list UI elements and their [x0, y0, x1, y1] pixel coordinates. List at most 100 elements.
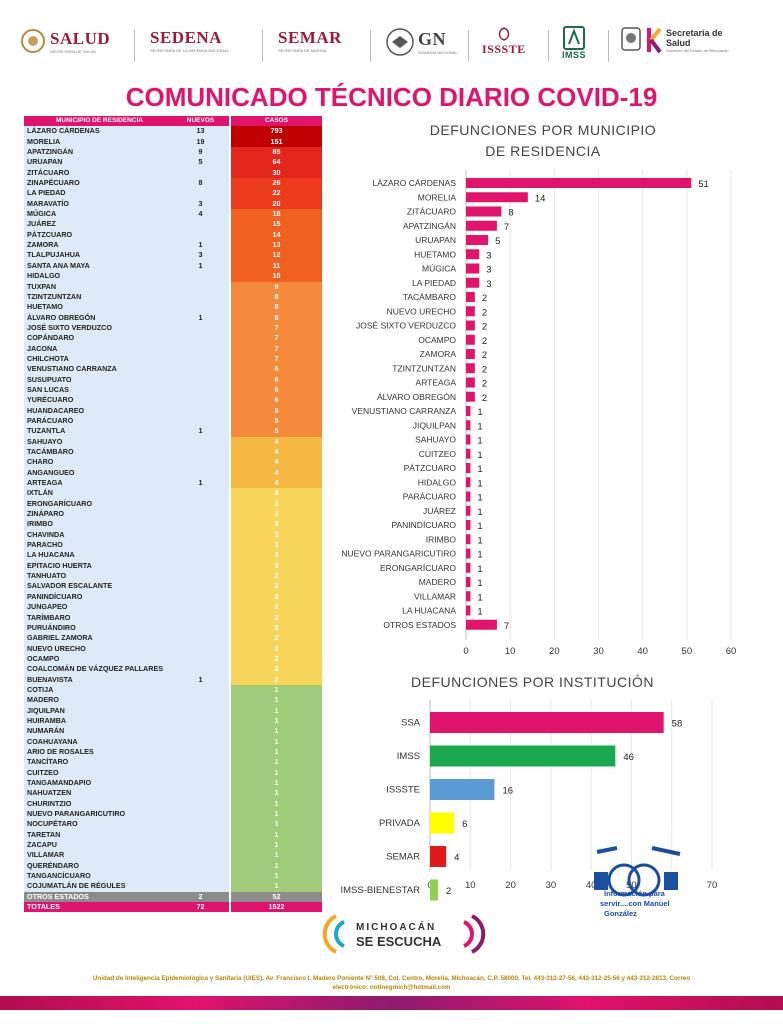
table-row: NOCUPÉTARO 1 [24, 819, 332, 830]
row-casos: 6 [231, 374, 322, 385]
row-municipio: URUAPAN [24, 157, 172, 168]
value-label: 7 [504, 621, 509, 632]
row-nuevos: 1 [172, 260, 229, 272]
row-casos: 2 [231, 581, 322, 592]
chart-title-institucion: DEFUNCIONES POR INSTITUCIÓN [411, 674, 654, 690]
category-label: PARÁCUARO [403, 492, 457, 502]
table-row: GABRIEL ZAMORA 2 [24, 633, 332, 644]
sedena-logo: SEDENA SECRETARÍA DE LA DEFENSA NACIONAL [150, 28, 229, 53]
row-casos: 2 [231, 591, 322, 603]
row-casos: 2 [231, 633, 322, 644]
row-casos: 3 [231, 519, 322, 530]
row-nuevos [172, 560, 229, 572]
row-nuevos [172, 302, 229, 313]
row-nuevos: 1 [172, 674, 229, 685]
category-label: IMSS-BIENESTAR [340, 885, 420, 896]
row-nuevos [172, 840, 229, 851]
row-municipio: OTROS ESTADOS [24, 891, 172, 903]
row-casos: 18 [231, 209, 322, 220]
row-casos: 11 [231, 260, 322, 272]
value-label: 1 [477, 450, 482, 461]
table-row: CHAVINDA 3 [24, 529, 332, 541]
value-label: 1 [477, 550, 482, 561]
row-nuevos [172, 715, 229, 727]
bar [466, 406, 471, 416]
row-municipio: CHILCHOTA [24, 353, 172, 365]
table-row-total: TOTALES 72 1522 [24, 902, 332, 913]
table-row: COTIJA 1 [24, 684, 332, 696]
table-header: MUNICIPIO DE RESIDENCIA NUEVOS CASOS [24, 116, 332, 127]
row-casos: 8 [231, 291, 322, 303]
logo-sub: GUARDIA NACIONAL [418, 50, 458, 55]
divider [548, 30, 549, 62]
row-municipio: NUEVO PARANGARICUTIRO [24, 809, 172, 820]
row-municipio: COALCOMÁN DE VÁZQUEZ PALLARES [24, 664, 172, 675]
table-row-other: OTROS ESTADOS 2 52 [24, 891, 332, 903]
brand-line1: MICHOACÁN [356, 920, 436, 933]
category-label: ERONGARÍCUARO [380, 563, 456, 573]
header-logos: SALUD SECRETARÍA DE SALUD SEDENA SECRETARÍ… [0, 0, 783, 80]
row-casos: 6 [231, 384, 322, 396]
row-nuevos [172, 219, 229, 230]
chart-title-line: DEFUNCIONES POR MUNICIPIO [429, 122, 657, 138]
row-nuevos [172, 860, 229, 872]
row-casos: 4 [231, 467, 322, 479]
table-row: ÁLVARO OBREGÓN 1 8 [24, 312, 332, 323]
row-municipio: TZINTZUNTZAN [24, 291, 172, 303]
row-casos: 4 [231, 478, 322, 489]
row-municipio: PARÁCUARO [24, 415, 172, 427]
row-nuevos: 5 [172, 157, 229, 168]
value-label: 1 [477, 578, 482, 589]
row-casos: 64 [231, 157, 322, 168]
row-municipio: APATZINGÁN [24, 147, 172, 158]
row-nuevos [172, 343, 229, 354]
category-label: MADERO [419, 577, 457, 587]
row-municipio: TLALPUJAHUA [24, 250, 172, 261]
bar [466, 363, 475, 374]
row-municipio: CHAVINDA [24, 529, 172, 541]
row-casos: 2 [231, 612, 322, 623]
row-casos: 30 [231, 167, 322, 179]
table-row: ZAMORA 1 13 [24, 240, 332, 251]
row-nuevos [172, 498, 229, 510]
row-municipio: COPÁNDARO [24, 333, 172, 344]
table-row: LÁZARO CÁRDENAS 13 793 [24, 126, 332, 137]
row-nuevos [172, 705, 229, 716]
table-row: HUETAMO 8 [24, 302, 332, 313]
row-municipio: BUENAVISTA [24, 674, 172, 685]
table-row: TLALPUJAHUA 3 12 [24, 250, 332, 261]
category-label: TZINTZUNTZAN [392, 363, 456, 373]
row-nuevos [172, 405, 229, 416]
row-municipio: PANINDÍCUARO [24, 591, 172, 603]
bar [466, 505, 471, 516]
table-row: COJUMATLÁN DE RÉGULES 1 [24, 881, 332, 892]
category-label: ZITÁCUARO [407, 207, 457, 217]
row-casos: 1 [231, 881, 322, 892]
row-municipio: NUMARÁN [24, 726, 172, 737]
value-label: 8 [508, 208, 513, 219]
table-row: TANGANCÍCUARO 1 [24, 871, 332, 882]
row-municipio: TARÍMBARO [24, 612, 172, 623]
table-row: PURUÁNDIRO 2 [24, 622, 332, 634]
row-nuevos: 4 [172, 209, 229, 220]
table-row: SAN LUCAS 6 [24, 384, 332, 396]
table-row: HIDALGO 10 [24, 271, 332, 282]
value-label: 3 [486, 265, 491, 276]
category-label: PRIVADA [379, 818, 421, 829]
table-row: PARACHO 3 [24, 540, 332, 551]
row-municipio: TANGAMANDAPIO [24, 778, 172, 789]
row-municipio: LA HUACANA [24, 550, 172, 561]
logo-sub: Gobierno del Estado de Michoacán [666, 47, 729, 53]
row-nuevos: 1 [172, 426, 229, 437]
row-nuevos [172, 384, 229, 396]
row-casos: 22 [231, 188, 322, 199]
bar [466, 292, 475, 302]
salud-logo: SALUD SECRETARÍA DE SALUD [20, 28, 110, 54]
row-nuevos: 1 [172, 312, 229, 323]
value-label: 1 [477, 436, 482, 447]
row-municipio: ZINÁPARO [24, 509, 172, 520]
x-tick-label: 30 [546, 880, 557, 891]
x-tick-label: 50 [682, 646, 693, 657]
row-nuevos [172, 519, 229, 530]
